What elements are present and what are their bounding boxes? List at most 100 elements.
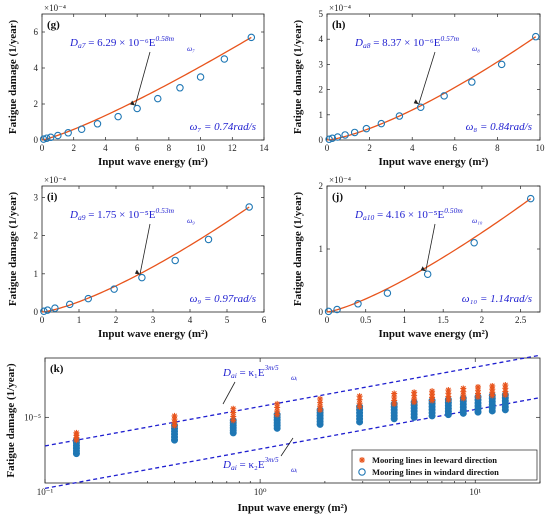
- leeward-point: [356, 393, 363, 400]
- leeward-point: [411, 399, 418, 406]
- legend-marker-asterisk: [359, 457, 365, 463]
- leeward-point: [356, 396, 363, 403]
- asterisk-mark: [460, 385, 467, 392]
- x-tick-label: 6: [135, 143, 140, 153]
- equation-sub: ω₁₀: [472, 216, 483, 225]
- asterisk-mark: [460, 395, 467, 402]
- x-tick-label: 1.5: [438, 315, 450, 325]
- asterisk-mark: [317, 403, 324, 410]
- y-tick-label: 1: [34, 269, 39, 279]
- x-axis-label: Input wave energy (m²): [238, 502, 348, 514]
- x-tick-label: 10⁻¹: [37, 487, 54, 497]
- leeward-point: [274, 400, 281, 407]
- y-exponent: ×10⁻⁴: [44, 175, 66, 185]
- asterisk-mark: [489, 392, 496, 399]
- asterisk-mark: [171, 422, 178, 429]
- leeward-point: [460, 391, 467, 398]
- leeward-point: [391, 394, 398, 401]
- leeward-point: [230, 409, 237, 416]
- data-point: [325, 135, 333, 143]
- leeward-point: [489, 382, 496, 389]
- y-tick-label: 2: [34, 99, 39, 109]
- leeward-point: [411, 392, 418, 399]
- x-tick-label: 0: [325, 143, 330, 153]
- equation-sup: 0.58m: [155, 34, 174, 43]
- asterisk-mark: [502, 391, 509, 398]
- x-tick-label: 1: [402, 315, 407, 325]
- data-point: [51, 304, 59, 312]
- x-tick-label: 2: [367, 143, 372, 153]
- x-axis-label: Input wave energy (m²): [379, 328, 489, 340]
- y-tick-label: 4: [34, 63, 39, 73]
- x-axis-label: Input wave energy (m²): [98, 156, 208, 168]
- leeward-point: [475, 393, 482, 400]
- equation-rhs: = 4.16 × 10⁻⁵E: [374, 209, 444, 221]
- y-exponent: ×10⁻⁴: [329, 175, 351, 185]
- panel-tag: (h): [332, 19, 346, 31]
- equation-sub: ω₇: [187, 44, 195, 53]
- leeward-point: [445, 390, 452, 397]
- leeward-point: [489, 389, 496, 396]
- y-exponent: ×10⁻⁴: [329, 3, 351, 13]
- lower-bound-label-rhs: = κ₂E: [237, 459, 265, 471]
- y-exponent: ×10⁻⁴: [44, 3, 66, 13]
- leeward-point: [460, 395, 467, 402]
- x-tick-label: 8: [495, 143, 500, 153]
- equation-sup: 0.53m: [155, 206, 174, 215]
- leeward-point: [475, 387, 482, 394]
- x-tick-label: 2: [480, 315, 485, 325]
- leeward-point: [460, 385, 467, 392]
- data-point: [354, 300, 362, 308]
- asterisk-mark: [317, 396, 324, 403]
- asterisk-mark: [391, 390, 398, 397]
- x-tick-label: 2.5: [515, 315, 527, 325]
- data-point: [66, 300, 74, 309]
- asterisk-mark: [445, 396, 452, 403]
- omega-label: ω₇ = 0.74rad/s: [190, 121, 256, 133]
- upper-bound-label-sup: 3m/5: [264, 364, 280, 372]
- leeward-point: [171, 422, 178, 429]
- data-point: [176, 84, 184, 92]
- y-tick-label: 6: [34, 27, 39, 37]
- y-tick-label: 2: [319, 181, 324, 191]
- x-tick-label: 0: [325, 315, 330, 325]
- asterisk-mark: [429, 394, 436, 401]
- omega-label: ω₉ = 0.97rad/s: [190, 293, 256, 305]
- asterisk-mark: [73, 429, 80, 436]
- equation-rhs: = 6.29 × 10⁻⁶E: [85, 37, 155, 49]
- data-point: [328, 134, 337, 142]
- legend-entry-label: Mooring lines in windard direction: [372, 467, 499, 477]
- leeward-point: [429, 388, 436, 395]
- asterisk-mark: [391, 394, 398, 401]
- asterisk-mark: [460, 388, 467, 395]
- data-point: [54, 131, 62, 140]
- asterisk-mark: [460, 391, 467, 398]
- leeward-point: [489, 392, 496, 399]
- y-tick-label: 10⁻⁵: [24, 412, 41, 422]
- leeward-point: [411, 395, 418, 402]
- leeward-point: [73, 429, 80, 436]
- leeward-point: [502, 382, 509, 389]
- x-tick-label: 2: [71, 143, 76, 153]
- leeward-point: [460, 388, 467, 395]
- equation-lhs-sub: a10: [363, 213, 375, 222]
- leeward-point: [445, 393, 452, 400]
- fit-curve: [326, 36, 537, 141]
- data-point: [468, 78, 476, 86]
- data-point: [114, 112, 122, 121]
- leeward-point: [429, 391, 436, 398]
- panel-tag: (k): [50, 363, 64, 375]
- data-point: [204, 235, 213, 244]
- y-tick-label: 5: [319, 9, 324, 19]
- equation-rhs: = 8.37 × 10⁻⁶E: [370, 37, 440, 49]
- lower-label-arrow: [280, 437, 294, 457]
- leeward-point: [171, 419, 178, 426]
- asterisk-mark: [411, 395, 418, 402]
- panel-tag: (j): [332, 191, 343, 203]
- data-point: [497, 60, 506, 69]
- panel-tag: (i): [47, 191, 58, 203]
- fit-curve: [326, 198, 532, 313]
- data-point: [440, 92, 448, 100]
- lower-bound-label-sup: 3m/5: [264, 456, 280, 464]
